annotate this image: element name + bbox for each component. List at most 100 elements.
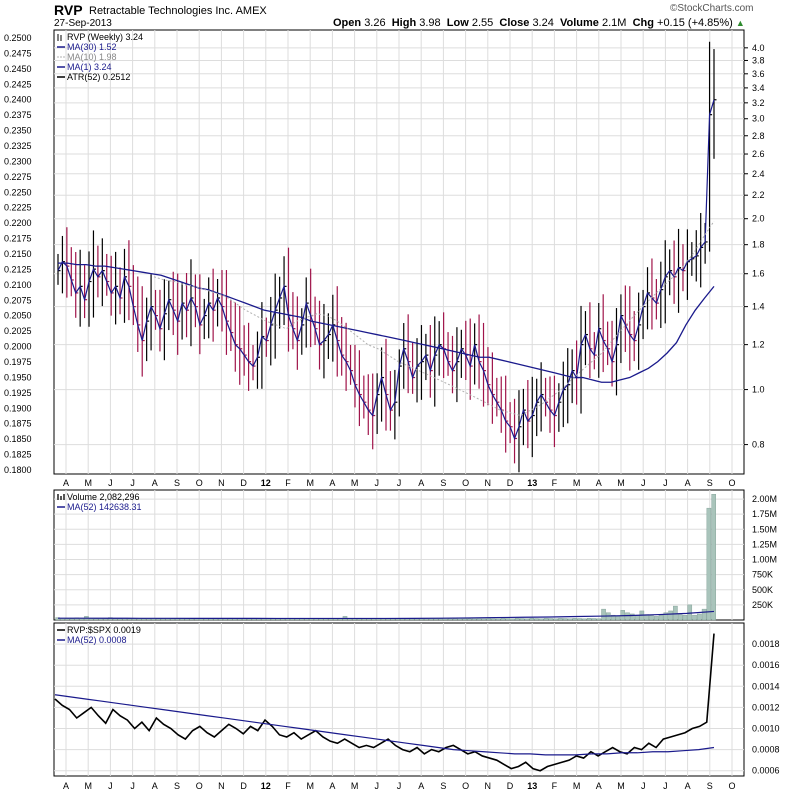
volume-bar (601, 608, 606, 621)
x-tick-label-bottom: A (152, 781, 158, 791)
volume-bar (677, 614, 683, 621)
volume-bar (553, 618, 558, 621)
volume-bar (462, 618, 467, 621)
exchange-label: AMEX (235, 5, 267, 17)
price-left-tick-label: 0.2025 (4, 326, 32, 336)
x-tick-label-top: M (84, 478, 92, 488)
volume-bar (467, 618, 472, 621)
close-label: Close (499, 17, 530, 29)
volume-bar (127, 618, 132, 621)
price-left-tick-label: 0.1900 (4, 403, 32, 413)
x-tick-label-top: J (108, 478, 113, 488)
x-tick-label-top: O (462, 478, 469, 488)
x-tick-label-bottom: A (329, 781, 335, 791)
price-left-tick-label: 0.1850 (4, 434, 32, 444)
volume-bar (232, 618, 238, 621)
volume-tick-label: 250K (752, 600, 773, 610)
x-tick-label-bottom: M (351, 781, 359, 791)
volume-label: Volume (559, 17, 599, 29)
ma30-line (58, 262, 715, 383)
price-left-tick-label: 0.2100 (4, 280, 32, 290)
volume-bar (711, 494, 716, 621)
x-tick-label-top: M (617, 478, 625, 488)
price-left-tick-label: 0.2375 (4, 110, 32, 120)
volume-bar (529, 617, 535, 621)
x-tick-label-bottom: S (174, 781, 180, 791)
x-tick-label-bottom: O (728, 781, 735, 791)
x-tick-label-bottom: A (685, 781, 691, 791)
price-right-tick-label: 2.8 (752, 131, 765, 141)
volume-panel: 250K 500K 750K 1.00M 1.25M 1.50M 1.75M 2.00M Vol… (53, 489, 777, 621)
brand-watermark: ©StockCharts.com (670, 3, 754, 14)
x-tick-label-top: 12 (261, 478, 271, 488)
company-label: Retractable Technologies Inc. (89, 5, 234, 17)
x-tick-label-bottom: J (397, 781, 402, 791)
ratio-legend-label: RVP:$SPX 0.0019 (67, 625, 141, 635)
volume-bar (189, 618, 195, 621)
open-label: Open (333, 17, 362, 29)
volume-bar (491, 618, 496, 621)
x-tick-label-bottom: N (485, 781, 492, 791)
volume-bar (572, 617, 578, 621)
x-tick-label-top: S (440, 478, 446, 488)
ratio-tick-label: 0.0016 (752, 660, 780, 670)
x-tick-label-top: N (485, 478, 492, 488)
volume-bar (170, 618, 175, 621)
price-left-tick-label: 0.2275 (4, 172, 32, 182)
x-tick-label-bottom: J (108, 781, 113, 791)
x-tick-label-bottom: D (240, 781, 247, 791)
volume-tick-label: 500K (752, 585, 773, 595)
volume-bar (682, 614, 688, 621)
price-right-tick-label: 1.4 (752, 302, 765, 312)
ratio-tick-label: 0.0006 (752, 766, 780, 776)
symbol-ticker: RVP (54, 2, 83, 18)
price-left-tick-label: 0.2325 (4, 141, 32, 151)
price-left-tick-label: 0.2475 (4, 48, 32, 58)
volume-bar (558, 617, 563, 621)
price-left-tick-label: 0.2200 (4, 218, 32, 228)
x-axis: A A M M J J J J A A S S O O N N D D 12 12 F F M M A A M M J J J J A A S S O O… (63, 478, 736, 791)
volume-bar (649, 615, 654, 621)
price-right-tick-label: 1.8 (752, 240, 765, 250)
x-tick-label-bottom: J (130, 781, 135, 791)
x-tick-label-top: J (130, 478, 135, 488)
volume-bar (246, 618, 252, 621)
volume-tick-label: 750K (752, 570, 773, 580)
price-left-tick-label: 0.2225 (4, 203, 32, 213)
x-tick-label-bottom: O (196, 781, 203, 791)
volume-bar (452, 618, 458, 621)
price-left-tick-label: 0.2150 (4, 249, 32, 259)
volume-bar (486, 617, 491, 621)
x-tick-label-top: 13 (527, 478, 537, 488)
volume-bar (543, 617, 549, 621)
x-tick-label-top: A (152, 478, 158, 488)
x-tick-label-bottom: D (507, 781, 514, 791)
volume-legend-label: MA(52) 142638.31 (67, 502, 142, 512)
x-tick-label-top: O (196, 478, 203, 488)
volume-bar (448, 618, 453, 621)
x-tick-label-top: S (707, 478, 713, 488)
x-tick-label-bottom: J (375, 781, 380, 791)
volume-bar (112, 618, 118, 621)
volume-bar (505, 618, 511, 621)
price-left-tick-label: 0.1925 (4, 388, 32, 398)
volume-bar (524, 618, 530, 621)
price-right-tick-label: 3.2 (752, 98, 765, 108)
ratio-legend-label: MA(52) 0.0008 (67, 635, 127, 645)
volume-bar (692, 614, 697, 621)
volume-bar (582, 618, 587, 621)
price-left-tick-label: 0.2400 (4, 95, 32, 105)
chart-date: 27-Sep-2013 (54, 18, 112, 29)
volume-value: 2.1M (601, 17, 627, 29)
high-value: 3.98 (419, 17, 441, 29)
x-tick-label-bottom: S (440, 781, 446, 791)
volume-bar (586, 617, 592, 621)
volume-bar (539, 618, 544, 621)
price-right-tick-label: 1.2 (752, 340, 765, 350)
close-value: 3.24 (532, 17, 554, 29)
volume-bar (706, 507, 712, 621)
ma10-line (153, 220, 715, 417)
price-right-tick-label: 3.6 (752, 69, 765, 79)
volume-bar (495, 618, 501, 621)
